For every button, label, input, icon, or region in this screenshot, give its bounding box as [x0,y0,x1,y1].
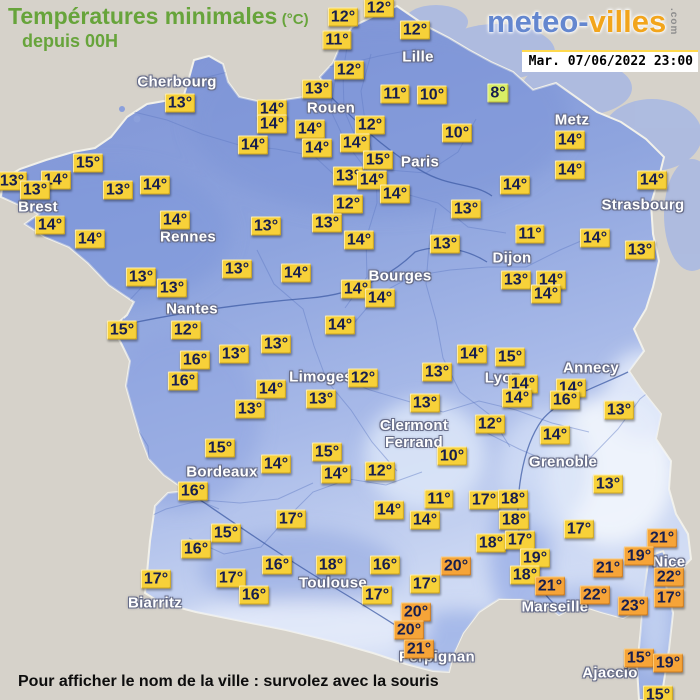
hover-instruction: Pour afficher le nom de la ville : survo… [18,673,439,690]
page-title: Températures minimales [8,3,278,29]
subtitle: depuis 00H [22,31,119,51]
title-unit: (°C) [281,11,309,28]
logo-suffix: .com [668,8,680,36]
logo-part-blue: meteo- [487,4,589,39]
title-block: Températures minimales (°C) depuis 00H [8,3,309,52]
meteo-villes-logo[interactable]: meteo-villes .com [487,4,679,40]
channel-island [133,115,141,123]
logo-part-orange: villes [588,4,667,39]
datetime-stamp: Mar. 07/06/2022 23:00 [521,50,698,72]
channel-island [119,106,125,112]
